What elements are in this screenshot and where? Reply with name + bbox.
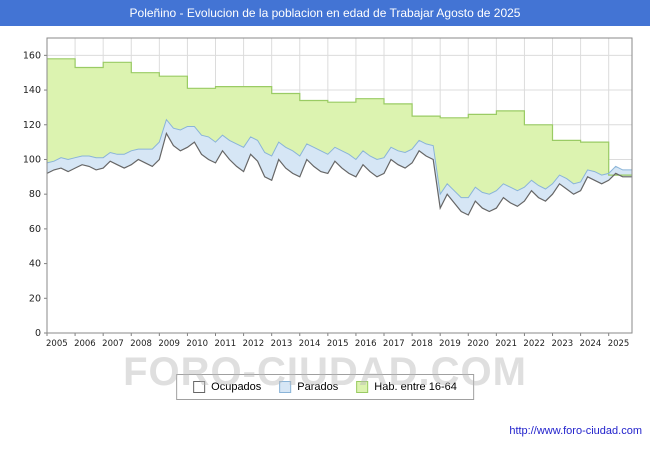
svg-text:160: 160 [23, 50, 41, 61]
title-bar: Poleñino - Evolucion de la poblacion en … [0, 0, 650, 26]
svg-text:2016: 2016 [355, 339, 377, 349]
svg-text:2017: 2017 [383, 339, 405, 349]
svg-text:80: 80 [29, 189, 41, 200]
svg-text:2013: 2013 [271, 339, 293, 349]
hab-swatch-icon [356, 381, 369, 393]
svg-text:2025: 2025 [608, 339, 630, 349]
svg-text:2008: 2008 [130, 339, 152, 349]
svg-text:2009: 2009 [158, 339, 180, 349]
svg-text:2015: 2015 [327, 339, 349, 349]
legend-item-hab: Hab. entre 16-64 [356, 381, 457, 393]
svg-text:2018: 2018 [411, 339, 433, 349]
svg-text:2024: 2024 [580, 339, 602, 349]
legend-label-hab: Hab. entre 16-64 [374, 381, 457, 393]
svg-text:0: 0 [35, 328, 41, 339]
ocupados-swatch-icon [193, 381, 206, 393]
svg-text:2023: 2023 [552, 339, 574, 349]
svg-text:2011: 2011 [215, 339, 237, 349]
legend-label-ocupados: Ocupados [211, 381, 262, 393]
svg-text:100: 100 [23, 154, 41, 165]
svg-text:2020: 2020 [467, 339, 489, 349]
legend-item-ocupados: Ocupados [193, 381, 261, 393]
legend-item-parados: Parados [279, 381, 338, 393]
chart-svg: 0 20 40 60 80 100 120 140 160 2005 2006 2007 2008 200… [23, 37, 633, 349]
svg-text:40: 40 [29, 259, 41, 270]
svg-text:2007: 2007 [102, 339, 124, 349]
svg-text:2005: 2005 [46, 339, 68, 349]
svg-text:140: 140 [23, 85, 41, 96]
svg-text:2019: 2019 [439, 339, 461, 349]
legend-label-parados: Parados [297, 381, 339, 393]
svg-text:60: 60 [29, 224, 41, 235]
footer-url-link[interactable]: http://www.foro-ciudad.com [509, 425, 642, 437]
svg-text:2006: 2006 [74, 339, 96, 349]
parados-swatch-icon [279, 381, 292, 393]
svg-text:2014: 2014 [299, 339, 321, 349]
svg-text:2022: 2022 [523, 339, 545, 349]
svg-text:2021: 2021 [495, 339, 517, 349]
svg-text:2012: 2012 [243, 339, 265, 349]
svg-text:20: 20 [29, 293, 41, 304]
svg-text:120: 120 [23, 120, 41, 131]
page-title: Poleñino - Evolucion de la poblacion en … [129, 6, 521, 20]
svg-text:2010: 2010 [186, 339, 208, 349]
chart-legend: Ocupados Parados Hab. entre 16-64 [176, 374, 474, 400]
